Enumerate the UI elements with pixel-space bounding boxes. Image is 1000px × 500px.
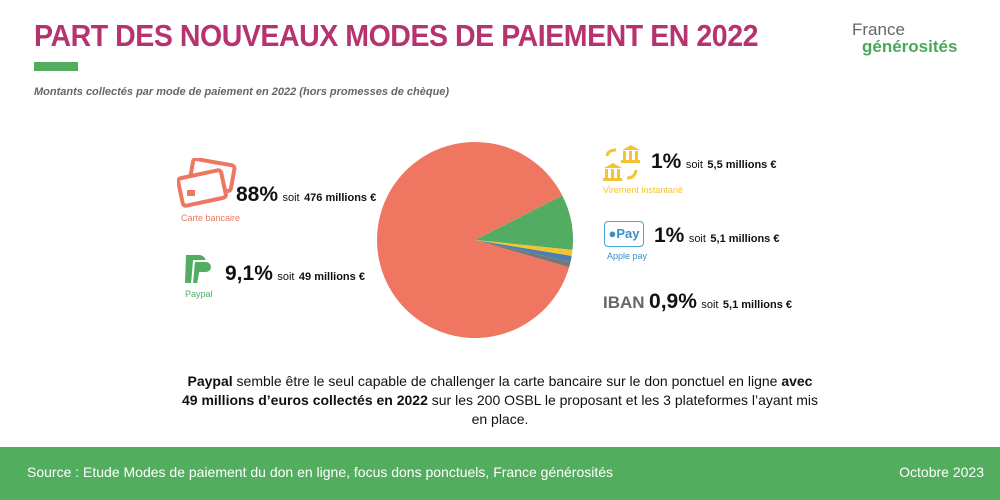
paypal-icon bbox=[185, 255, 213, 285]
apple-pay-icon: ●Pay bbox=[604, 221, 644, 247]
applepay-label: Apple pay bbox=[607, 251, 648, 261]
pie-slice-apple-pay bbox=[475, 240, 572, 262]
card-label: Carte bancaire bbox=[181, 213, 241, 223]
virement-label: Virement instantané bbox=[603, 185, 683, 195]
soit-text: soit bbox=[688, 233, 706, 245]
applepay-percent: 1% bbox=[654, 224, 685, 247]
note: Paypal semble être le seul capable de ch… bbox=[0, 372, 1000, 429]
bank-transfer-icon bbox=[603, 145, 640, 181]
pie-slice-iban bbox=[475, 240, 571, 268]
footer: Source : Etude Modes de paiement du don … bbox=[0, 447, 1000, 500]
pie-slice-virement-instantan- bbox=[475, 240, 573, 256]
logo-line2: générosités bbox=[862, 37, 958, 56]
note-bold-1: Paypal bbox=[187, 373, 233, 389]
subtitle: Montants collectés par mode de paiement … bbox=[34, 86, 450, 98]
applepay-amount: 5,1 millions € bbox=[710, 233, 780, 245]
logo-line1: France bbox=[852, 20, 905, 39]
apple-pay-icon-text: Pay bbox=[616, 226, 640, 241]
note-text-1: semble être le seul capable de challenge… bbox=[232, 373, 782, 389]
page-title: PART DES NOUVEAUX MODES DE PAIEMENT EN 2… bbox=[34, 18, 758, 53]
iban-label: IBAN bbox=[603, 293, 645, 312]
footer-source: Source : Etude Modes de paiement du don … bbox=[27, 464, 614, 480]
paypal-amount: 49 millions € bbox=[298, 271, 365, 283]
iban-amount: 5,1 millions € bbox=[722, 299, 793, 311]
card-percent: 88% bbox=[236, 183, 279, 206]
soit-text: soit bbox=[685, 159, 703, 171]
title-underline bbox=[34, 62, 78, 71]
soit-text: soit bbox=[701, 299, 719, 311]
pie-slice-paypal bbox=[475, 195, 573, 250]
pie-chart bbox=[376, 141, 573, 338]
note-bold-2: avec 49 millions d’euros collectés en 20… bbox=[181, 373, 813, 408]
virement-percent: 1% bbox=[651, 150, 682, 173]
footer-date: Octobre 2023 bbox=[899, 464, 984, 480]
virement-amount: 5,5 millions € bbox=[707, 159, 777, 171]
iban-percent: 0,9% bbox=[649, 290, 697, 313]
soit-text: soit bbox=[277, 271, 295, 283]
paypal-percent: 9,1% bbox=[225, 262, 273, 285]
paypal-label: Paypal bbox=[185, 289, 213, 299]
card-amount: 476 millions € bbox=[304, 192, 377, 204]
credit-card-icon bbox=[177, 158, 237, 208]
soit-text: soit bbox=[282, 192, 300, 204]
note-text-2: sur les 200 OSBL le proposant et les 3 p… bbox=[427, 392, 818, 427]
pie-slice-carte-bancaire bbox=[376, 141, 570, 338]
logo: France générosités bbox=[852, 20, 958, 56]
